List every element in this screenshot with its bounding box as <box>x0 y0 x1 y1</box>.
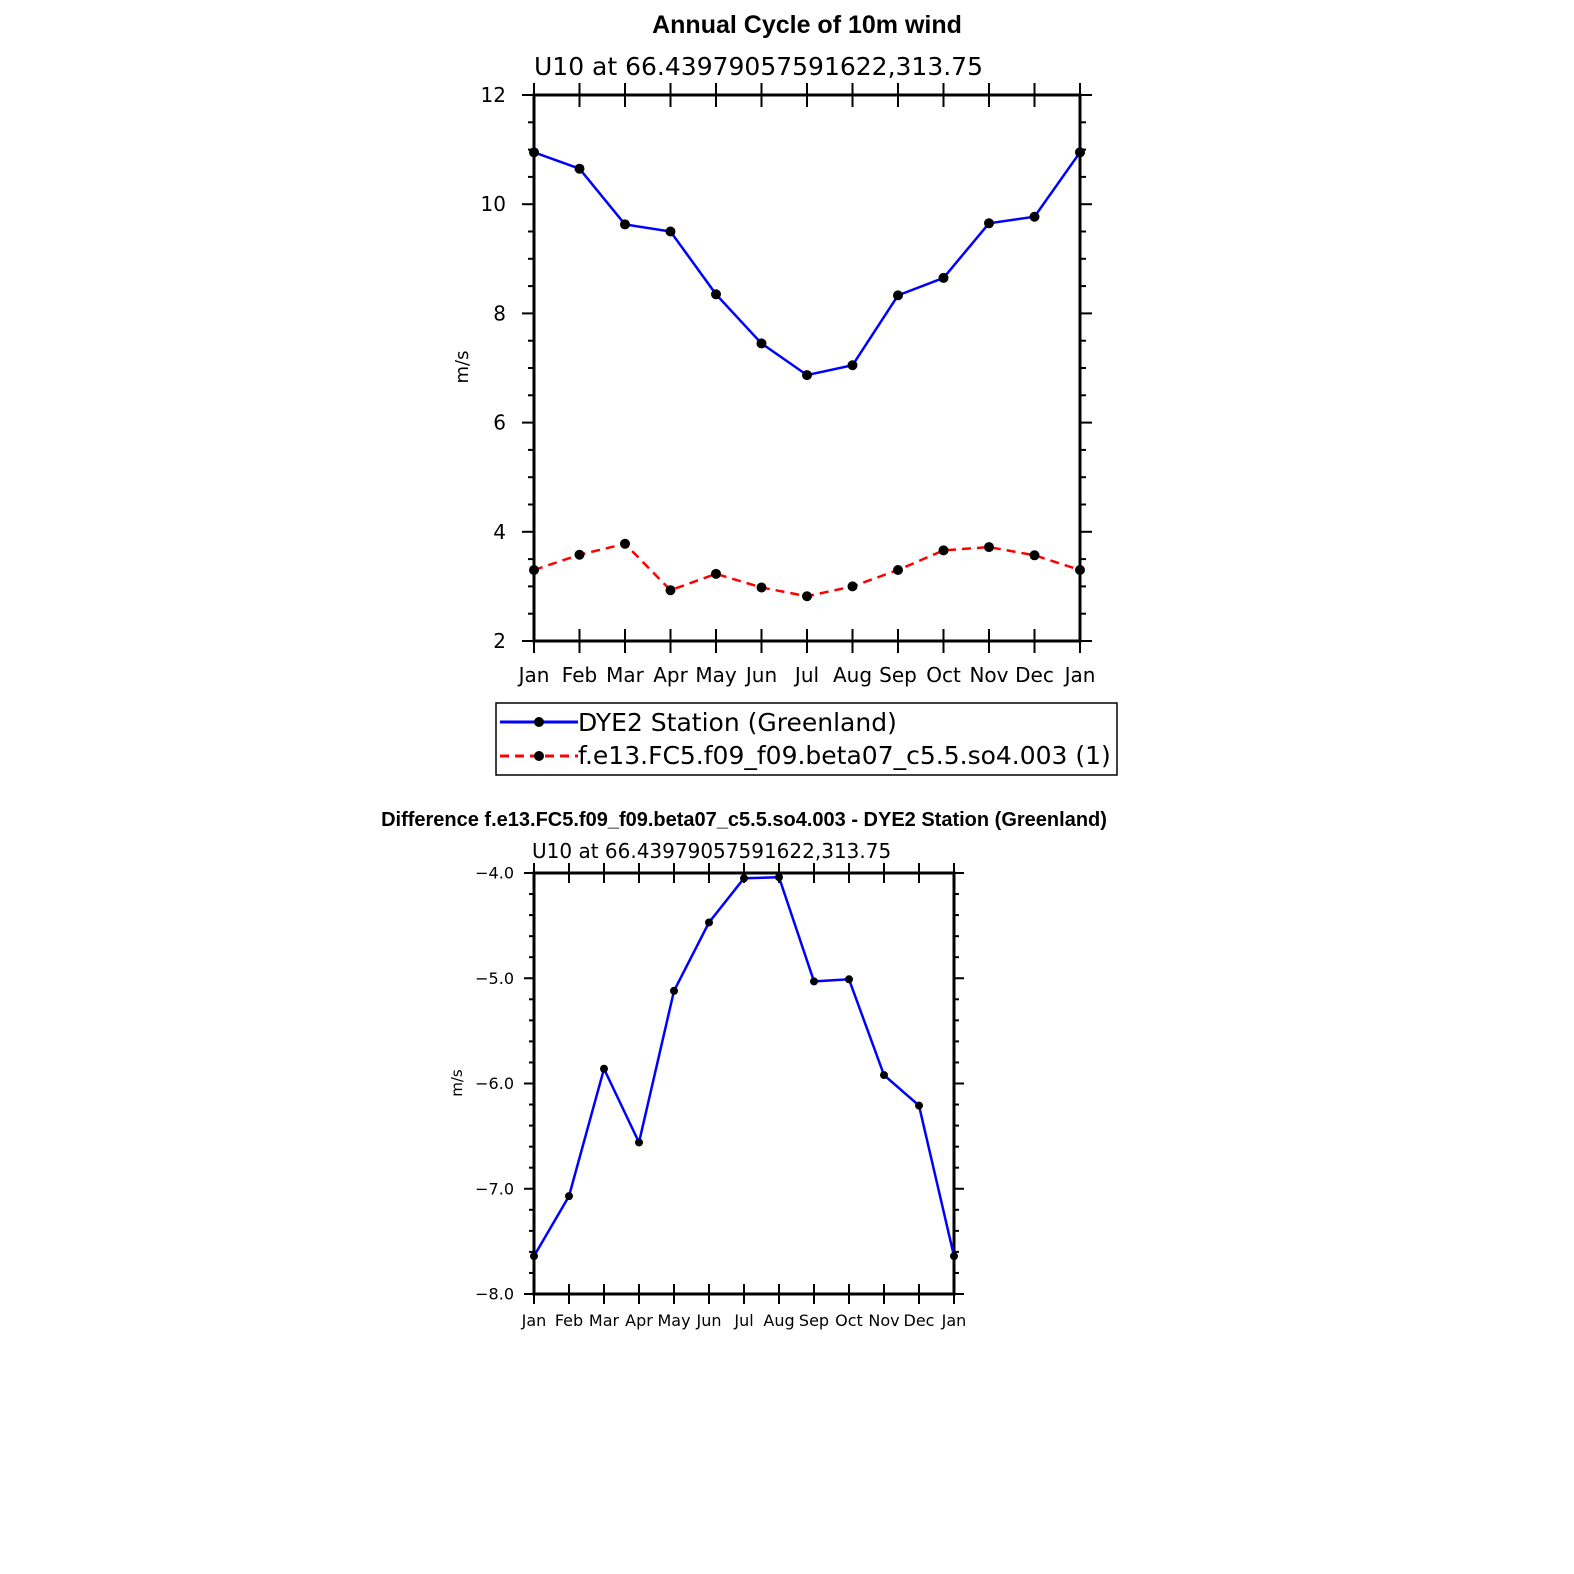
chart2-series-0-point <box>705 918 713 927</box>
chart1-series-0-point <box>529 147 539 158</box>
chart1-ytick-label: 10 <box>481 192 506 216</box>
chart1-series-0-point <box>665 226 676 237</box>
chart1-series-1-point <box>893 565 903 576</box>
chart1-xtick-label: Jan <box>1063 663 1096 687</box>
chart2-series-0-point <box>565 1192 573 1201</box>
chart1-series-0-point <box>847 360 858 371</box>
chart1-xtick-label: Jan <box>517 663 550 687</box>
chart1-series-0-point <box>984 218 994 229</box>
chart1-series-0-point <box>1075 147 1085 158</box>
chart1-series-0-point <box>1029 211 1040 222</box>
chart2-xtick-label: Jan <box>941 1311 967 1330</box>
chart2-series-0-point <box>530 1252 538 1261</box>
chart2-series-line-0 <box>532 875 956 1257</box>
legend: DYE2 Station (Greenland) f.e13.FC5.f09_f… <box>495 702 1118 776</box>
chart2-series-0-point <box>880 1071 888 1080</box>
chart2-title: Difference f.e13.FC5.f09_f09.beta07_c5.5… <box>381 809 1107 831</box>
chart1-series-1-point <box>1029 550 1040 561</box>
legend-box <box>495 702 1118 776</box>
chart2-ytick-label: −8.0 <box>475 1285 514 1304</box>
chart2-series-0-point <box>740 874 748 883</box>
chart2-xtick-label: Sep <box>799 1311 829 1330</box>
chart1-series-1-point <box>847 581 858 592</box>
chart1-subtitle: U10 at 66.43979057591622,313.75 <box>534 52 983 81</box>
chart2-xtick-label: Jun <box>696 1311 722 1330</box>
chart2-series-0-point <box>950 1252 958 1261</box>
chart1-xtick-label: Jul <box>793 663 819 687</box>
chart1-series-0-point <box>938 272 949 283</box>
chart1-xtick-label: Feb <box>562 663 597 687</box>
chart1-series-1-point <box>802 591 812 602</box>
chart2-series-0-point <box>670 986 678 995</box>
chart2-series-0-point <box>845 975 853 984</box>
chart1-series-0-point <box>574 163 585 174</box>
chart1-series-line-0 <box>533 151 1082 377</box>
chart2-xtick-label: Aug <box>763 1311 794 1330</box>
chart1-ytick-label: 8 <box>493 301 506 325</box>
chart1-series-0-point <box>711 289 721 300</box>
chart2-ytick-label: −4.0 <box>475 864 514 883</box>
chart2-ytick-label: −7.0 <box>475 1179 514 1198</box>
annual-cycle-chart: Annual Cycle of 10m wind U10 at 66.43979… <box>452 11 1095 687</box>
chart2-ytick-label: −6.0 <box>475 1074 514 1093</box>
chart1-series-1-point <box>574 549 585 560</box>
chart1-xtick-label: Nov <box>969 663 1008 687</box>
chart1-ylabel: m/s <box>452 351 473 384</box>
chart1-series-1-point <box>529 565 539 576</box>
chart1-series-0-point <box>893 290 903 301</box>
chart1-series-0-point <box>756 338 767 349</box>
legend-marker-obs <box>534 717 544 727</box>
chart2-xtick-label: Oct <box>835 1311 863 1330</box>
chart1-series-line-1 <box>533 542 1081 598</box>
chart1-series-1-point <box>756 582 767 593</box>
chart2-xtick-label: Jan <box>521 1311 547 1330</box>
chart2-xtick-label: Mar <box>589 1311 620 1330</box>
chart2-series-0-point <box>775 873 783 882</box>
chart2-plot-frame <box>532 871 956 1296</box>
chart1-series-0-point <box>620 219 630 230</box>
chart1-series-0-point <box>802 370 812 381</box>
chart1-xtick-label: Jun <box>744 663 777 687</box>
chart1-ytick-label: 12 <box>481 83 506 107</box>
chart2-series-0-point <box>635 1138 643 1147</box>
chart1-ytick-label: 4 <box>493 520 506 544</box>
chart1-xtick-label: Oct <box>926 663 961 687</box>
chart2-series-0-point <box>915 1101 923 1110</box>
chart1-xtick-label: Aug <box>833 663 872 687</box>
chart1-xtick-label: Sep <box>879 663 917 687</box>
chart2-series-0-point <box>600 1064 608 1073</box>
chart2-subtitle: U10 at 66.43979057591622,313.75 <box>532 839 891 863</box>
legend-label-obs: DYE2 Station (Greenland) <box>578 708 897 737</box>
chart1-plot-frame <box>532 93 1082 643</box>
chart1-ytick-label: 2 <box>493 629 506 653</box>
chart2-xtick-label: Feb <box>555 1311 583 1330</box>
chart2-ytick-label: −5.0 <box>475 969 514 988</box>
chart2-xtick-label: Dec <box>904 1311 935 1330</box>
chart1-xtick-label: Mar <box>606 663 645 687</box>
difference-chart: Difference f.e13.FC5.f09_f09.beta07_c5.5… <box>381 809 1107 1330</box>
chart2-xtick-label: Apr <box>625 1311 653 1330</box>
chart2-series-0-point <box>810 977 818 986</box>
chart1-ytick-label: 6 <box>493 411 506 435</box>
chart1-title: Annual Cycle of 10m wind <box>652 11 962 39</box>
chart2-xtick-label: Jul <box>733 1311 753 1330</box>
chart1-series-1-point <box>1075 565 1085 576</box>
chart1-series-1-point <box>938 545 949 556</box>
chart1-series-1-point <box>711 568 721 579</box>
chart1-xtick-label: May <box>695 663 737 687</box>
legend-marker-model <box>534 751 544 761</box>
chart1-series-1-point <box>984 542 994 553</box>
chart2-xtick-label: May <box>657 1311 690 1330</box>
chart1-xtick-label: Apr <box>653 663 688 687</box>
chart2-xtick-label: Nov <box>868 1311 899 1330</box>
chart1-series-1-point <box>620 538 630 549</box>
legend-label-model: f.e13.FC5.f09_f09.beta07_c5.5.so4.003 (1… <box>578 741 1111 770</box>
chart1-xtick-label: Dec <box>1015 663 1054 687</box>
chart2-ylabel: m/s <box>448 1069 466 1097</box>
chart1-series-1-point <box>665 585 676 596</box>
